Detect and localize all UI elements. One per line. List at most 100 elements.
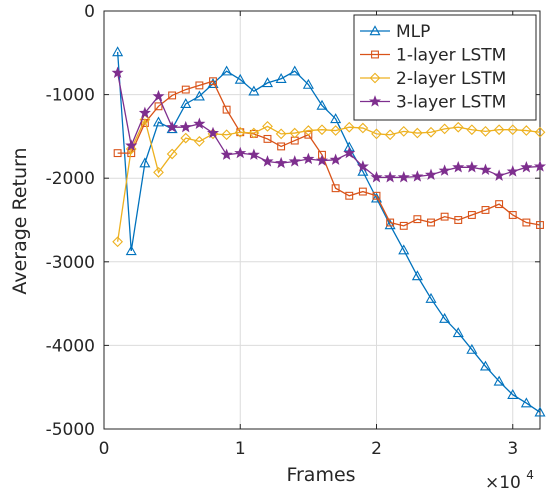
data-point bbox=[112, 236, 124, 248]
data-point bbox=[302, 78, 314, 89]
data-point bbox=[398, 126, 410, 137]
data-point bbox=[466, 124, 478, 136]
data-point bbox=[427, 218, 435, 227]
data-point bbox=[343, 146, 356, 159]
data-point bbox=[466, 343, 478, 354]
data-point bbox=[304, 130, 313, 139]
data-point bbox=[206, 126, 220, 139]
legend-label: 3-layer LSTM bbox=[396, 93, 506, 113]
data-point bbox=[330, 125, 342, 136]
y-tick-label: -1000 bbox=[46, 86, 95, 106]
data-point bbox=[465, 161, 478, 173]
data-point bbox=[424, 168, 438, 180]
data-point bbox=[152, 89, 165, 102]
data-point bbox=[370, 171, 383, 183]
data-point bbox=[302, 125, 314, 136]
data-point bbox=[222, 105, 231, 114]
data-point bbox=[345, 191, 354, 200]
data-point bbox=[154, 102, 163, 111]
data-point bbox=[384, 219, 396, 230]
data-point bbox=[125, 245, 137, 256]
data-point bbox=[534, 126, 546, 138]
axis-ticks: 0 1 2 3 0 -1000 -2000 -3000 -4000 -5000 bbox=[46, 2, 540, 459]
data-point bbox=[386, 218, 395, 227]
data-point bbox=[179, 120, 192, 133]
data-point bbox=[370, 192, 383, 203]
data-point bbox=[193, 117, 206, 129]
data-point bbox=[536, 221, 544, 229]
data-point bbox=[384, 171, 397, 183]
data-point bbox=[479, 360, 492, 371]
data-point bbox=[234, 126, 246, 138]
y-tick-label: -5000 bbox=[46, 420, 95, 440]
data-point bbox=[425, 126, 437, 138]
data-point bbox=[493, 375, 505, 386]
y-tick-label: -3000 bbox=[46, 253, 95, 273]
data-point bbox=[452, 121, 464, 133]
data-point bbox=[247, 148, 260, 160]
data-point bbox=[425, 292, 437, 303]
data-point bbox=[125, 139, 138, 151]
data-point bbox=[111, 66, 124, 78]
data-point bbox=[371, 50, 379, 59]
series-group bbox=[111, 46, 547, 417]
y-tick-label: -2000 bbox=[46, 169, 95, 189]
data-point bbox=[397, 171, 410, 183]
data-point bbox=[315, 154, 329, 166]
data-point bbox=[480, 126, 491, 137]
y-tick-label: 0 bbox=[84, 2, 95, 22]
data-point bbox=[467, 211, 476, 219]
data-point bbox=[372, 191, 381, 200]
legend-label: 2-layer LSTM bbox=[396, 69, 506, 89]
data-point bbox=[261, 77, 274, 88]
data-point bbox=[358, 187, 367, 196]
legend: MLP 1-layer LSTM 2-layer LSTM 3-layer LSTM bbox=[353, 14, 537, 121]
data-point bbox=[168, 91, 177, 100]
data-point bbox=[234, 73, 246, 84]
data-point bbox=[413, 215, 422, 224]
data-point bbox=[181, 85, 190, 94]
data-point bbox=[506, 165, 519, 177]
data-point bbox=[275, 72, 287, 83]
data-point bbox=[343, 121, 355, 133]
data-point bbox=[193, 90, 205, 101]
data-point bbox=[533, 160, 547, 172]
data-point bbox=[180, 132, 192, 144]
data-point bbox=[207, 77, 219, 88]
data-point bbox=[452, 160, 465, 173]
data-point bbox=[398, 244, 410, 255]
data-point bbox=[356, 160, 369, 172]
data-point bbox=[288, 155, 301, 167]
data-point bbox=[263, 134, 272, 143]
data-point bbox=[180, 98, 192, 109]
data-point bbox=[534, 406, 546, 417]
data-point bbox=[316, 99, 328, 110]
data-point bbox=[439, 312, 451, 323]
data-point bbox=[399, 221, 408, 230]
data-point bbox=[369, 25, 381, 36]
data-point bbox=[234, 146, 247, 159]
data-point bbox=[221, 65, 233, 76]
data-point bbox=[221, 129, 233, 141]
data-point bbox=[275, 128, 287, 140]
data-point bbox=[193, 136, 205, 147]
data-point bbox=[368, 95, 382, 107]
data-point bbox=[522, 218, 531, 227]
data-point bbox=[493, 169, 506, 181]
data-point bbox=[289, 127, 301, 139]
data-point bbox=[152, 116, 165, 127]
data-point bbox=[195, 81, 204, 90]
data-point bbox=[125, 143, 137, 155]
y-axis-label: Average Return bbox=[9, 147, 31, 294]
series-line bbox=[117, 80, 541, 227]
data-point bbox=[331, 184, 340, 193]
data-point bbox=[330, 113, 342, 124]
legend-label: MLP bbox=[396, 22, 430, 42]
data-point bbox=[384, 129, 396, 141]
data-point bbox=[113, 149, 122, 158]
data-point bbox=[508, 211, 517, 219]
data-point bbox=[153, 166, 164, 178]
data-point bbox=[507, 124, 519, 136]
axes-box bbox=[103, 10, 541, 430]
